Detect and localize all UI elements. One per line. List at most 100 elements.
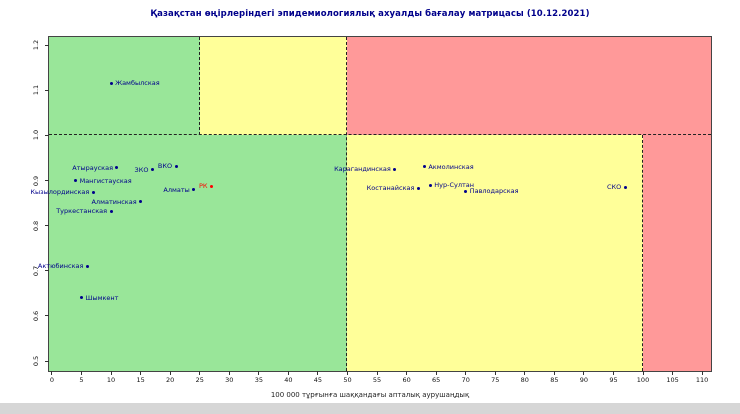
- data-point-label: Костанайская: [366, 184, 415, 193]
- data-point: [74, 179, 78, 183]
- threshold-line-vertical: [198, 37, 200, 136]
- y-tick-label: 1.2: [32, 39, 40, 51]
- x-tick-mark: [612, 371, 614, 375]
- x-tick-mark: [583, 371, 585, 375]
- data-point: [428, 183, 432, 187]
- x-tick-mark: [81, 371, 82, 375]
- y-tick-mark: [45, 134, 49, 136]
- x-tick-label: 90: [579, 376, 589, 384]
- x-tick-label: 105: [666, 376, 679, 384]
- x-tick-label: 70: [461, 376, 470, 384]
- x-tick-mark: [494, 371, 496, 375]
- threshold-line-vertical: [642, 135, 644, 371]
- x-tick-mark: [51, 371, 53, 375]
- data-point-label: Акмолинская: [428, 162, 474, 171]
- y-tick-mark: [45, 44, 49, 46]
- data-point-label: Павлодарская: [469, 187, 519, 196]
- x-tick-mark: [287, 371, 289, 375]
- y-tick-mark: [45, 315, 49, 317]
- x-tick-mark: [553, 371, 555, 375]
- x-tick-label: 5: [79, 376, 84, 384]
- risk-zone-green-top: [49, 37, 200, 136]
- data-point: [91, 190, 95, 194]
- data-point-label: Нур-Султан: [434, 181, 474, 190]
- y-tick-mark: [45, 225, 49, 227]
- x-tick-label: 95: [609, 376, 618, 384]
- data-point: [80, 296, 83, 300]
- x-tick-label: 15: [136, 376, 145, 384]
- data-point-label: СКО: [607, 183, 622, 192]
- x-tick-label: 30: [225, 376, 234, 384]
- risk-zone-green-bottom: [49, 135, 348, 371]
- data-point: [109, 209, 113, 213]
- risk-zone-yellow-bottom: [347, 135, 644, 371]
- x-tick-label: 110: [695, 376, 709, 384]
- x-tick-mark: [140, 371, 142, 375]
- data-point-label: РК: [199, 182, 208, 191]
- y-tick-mark: [45, 89, 49, 91]
- data-point: [464, 189, 468, 193]
- x-tick-mark: [317, 371, 319, 375]
- data-point: [174, 164, 178, 168]
- x-axis-label: 100 000 тұрғынға шаққандағы апталық ауру…: [270, 391, 470, 399]
- x-tick-mark: [672, 371, 674, 375]
- y-tick-mark: [45, 270, 49, 272]
- data-point-label: ВКО: [157, 162, 173, 171]
- risk-zone-red-top: [347, 37, 711, 136]
- x-tick-label: 80: [520, 376, 529, 384]
- x-tick-label: 35: [254, 376, 263, 384]
- x-tick-mark: [642, 371, 644, 375]
- x-tick-label: 60: [402, 376, 411, 384]
- x-tick-label: 20: [166, 376, 175, 384]
- data-point-label: Кызылординская: [30, 188, 90, 197]
- data-point-label: Шымкент: [85, 293, 119, 302]
- y-tick-mark: [45, 180, 49, 182]
- x-tick-label: 75: [491, 376, 500, 384]
- data-point-label: Атырауская: [72, 163, 113, 172]
- data-point-label: Карагандинская: [334, 165, 391, 174]
- x-tick-mark: [524, 371, 526, 375]
- data-point-label: Туркестанская: [56, 207, 108, 216]
- x-tick-label: 65: [432, 376, 441, 384]
- x-tick-label: 40: [284, 376, 293, 384]
- data-point-label: ЗКО: [134, 165, 149, 174]
- plot-area: 0 5 10 15 20 25 30 35 40 45 50 55 60 65 70 75 80 85 90 95 10…: [30, 36, 712, 384]
- y-tick-label: 0.5: [32, 355, 40, 367]
- x-tick-mark: [199, 371, 201, 375]
- x-tick-mark: [406, 371, 408, 375]
- x-tick-mark: [435, 371, 437, 375]
- data-point: [623, 185, 627, 189]
- x-tick-label: 85: [550, 376, 559, 384]
- data-point: [210, 184, 214, 188]
- x-tick-label: 0: [49, 376, 55, 384]
- x-tick-label: 50: [343, 376, 352, 384]
- threshold-line-vertical: [346, 37, 348, 371]
- data-point: [115, 166, 119, 170]
- x-tick-mark: [376, 371, 378, 375]
- data-point-label: Алматинская: [91, 197, 137, 206]
- data-point-label: Алматы: [163, 185, 190, 194]
- risk-zone-yellow-top: [199, 37, 348, 136]
- x-tick-label: 25: [195, 376, 204, 384]
- x-tick-mark: [169, 371, 171, 375]
- taskbar-strip: [0, 403, 740, 414]
- data-point: [416, 186, 420, 190]
- x-tick-mark: [110, 371, 112, 375]
- data-point: [109, 81, 113, 85]
- x-tick-label: 10: [106, 376, 116, 384]
- threshold-line-horizontal: [49, 134, 711, 136]
- y-tick-label: 1.0: [32, 130, 40, 141]
- chart-title: Қазақстан өңірлеріндегі эпидемиологиялық…: [150, 9, 590, 19]
- data-point: [150, 168, 154, 172]
- data-point: [139, 200, 143, 204]
- data-point: [422, 165, 426, 169]
- data-point-label: Жамбылская: [115, 79, 160, 88]
- y-tick-mark: [45, 360, 49, 362]
- data-point: [192, 188, 196, 192]
- risk-zone-red-bottom: [643, 135, 711, 371]
- data-point-label: Мангистауская: [79, 176, 132, 185]
- y-tick-label: 1.1: [32, 85, 40, 96]
- x-tick-mark: [701, 371, 703, 375]
- y-tick-label: 0.9: [32, 175, 40, 186]
